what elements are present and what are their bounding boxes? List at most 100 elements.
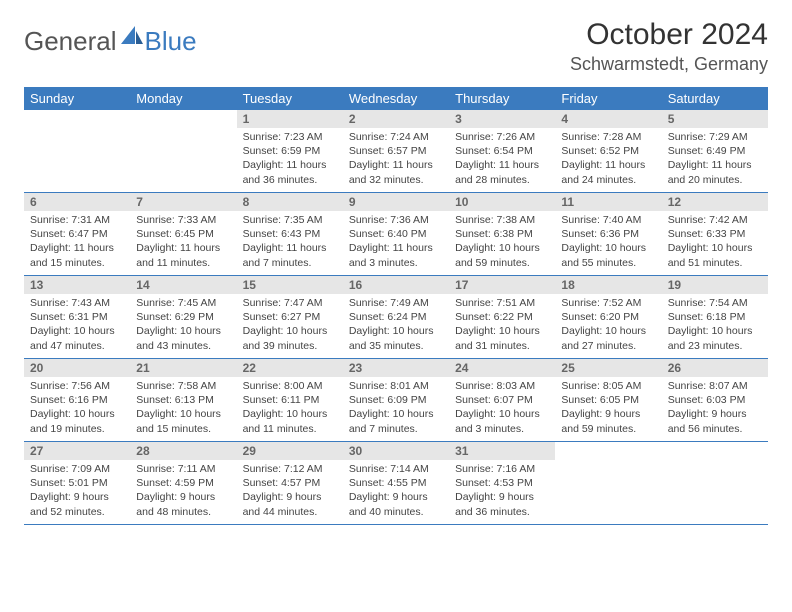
daylight-text: Daylight: 11 hours and 15 minutes. xyxy=(30,241,124,269)
sunrise-text: Sunrise: 7:29 AM xyxy=(668,130,762,144)
day-number: 25 xyxy=(555,359,661,377)
sunset-text: Sunset: 4:53 PM xyxy=(455,476,549,490)
day-number: 31 xyxy=(449,442,555,460)
day-number: 24 xyxy=(449,359,555,377)
day-number: 20 xyxy=(24,359,130,377)
day-cell: 15Sunrise: 7:47 AMSunset: 6:27 PMDayligh… xyxy=(237,276,343,358)
day-cell: 31Sunrise: 7:16 AMSunset: 4:53 PMDayligh… xyxy=(449,442,555,524)
week-row: 13 Sunrise: 7:43 AMSunset: 6:31 PM Dayligh… xyxy=(24,276,768,359)
day-cell: 26Sunrise: 8:07 AMSunset: 6:03 PMDayligh… xyxy=(662,359,768,441)
day-content: Sunrise: 7:36 AMSunset: 6:40 PMDaylight:… xyxy=(343,211,449,274)
sunrise-text: Sunrise: 7:31 AM xyxy=(30,213,124,227)
sunset-text: Sunset: 6:20 PM xyxy=(561,310,655,324)
title-block: October 2024 Schwarmstedt, Germany xyxy=(570,18,768,75)
day-number: 6 xyxy=(24,193,130,211)
dow-thursday: Thursday xyxy=(449,87,555,110)
week-row: 6Sunrise: 7:31 AMSunset: 6:47 PMDaylight… xyxy=(24,193,768,276)
day-cell: 1Sunrise: 7:23 AMSunset: 6:59 PMDaylight… xyxy=(237,110,343,192)
sunrise-text: Sunrise: 7:33 AM xyxy=(136,213,230,227)
sunset-text: Sunset: 6:49 PM xyxy=(668,144,762,158)
calendar: Sunday Monday Tuesday Wednesday Thursday… xyxy=(24,87,768,525)
day-content: Sunrise: 7:31 AMSunset: 6:47 PMDaylight:… xyxy=(24,211,130,274)
sunrise-text: Sunrise: 8:01 AM xyxy=(349,379,443,393)
day-content: Sunrise: 7:26 AMSunset: 6:54 PMDaylight:… xyxy=(449,128,555,191)
day-content: Sunrise: 7:14 AMSunset: 4:55 PMDaylight:… xyxy=(343,460,449,523)
daylight-text: Daylight: 10 hours and 43 minutes. xyxy=(136,324,230,352)
sunset-text: Sunset: 6:03 PM xyxy=(668,393,762,407)
sunrise-text: Sunrise: 7:43 AM xyxy=(30,296,124,310)
day-content: Sunrise: 7:29 AMSunset: 6:49 PMDaylight:… xyxy=(662,128,768,191)
dow-saturday: Saturday xyxy=(662,87,768,110)
daylight-text: Daylight: 11 hours and 32 minutes. xyxy=(349,158,443,186)
day-number: 4 xyxy=(555,110,661,128)
day-cell: 2Sunrise: 7:24 AMSunset: 6:57 PMDaylight… xyxy=(343,110,449,192)
daylight-text: Daylight: 9 hours and 40 minutes. xyxy=(349,490,443,518)
day-number: 13 xyxy=(24,276,130,294)
daylight-text: Daylight: 10 hours and 39 minutes. xyxy=(243,324,337,352)
logo: General Blue xyxy=(24,26,197,57)
sunset-text: Sunset: 6:29 PM xyxy=(136,310,230,324)
sunset-text: Sunset: 6:18 PM xyxy=(668,310,762,324)
day-number: 19 xyxy=(662,276,768,294)
sunset-text: Sunset: 6:11 PM xyxy=(243,393,337,407)
daylight-text: Daylight: 10 hours and 27 minutes. xyxy=(561,324,655,352)
sunrise-text: Sunrise: 7:47 AM xyxy=(243,296,337,310)
day-cell: 13Sunrise: 7:43 AMSunset: 6:31 PMDayligh… xyxy=(24,276,130,358)
day-number: 5 xyxy=(662,110,768,128)
daylight-text: Daylight: 10 hours and 55 minutes. xyxy=(561,241,655,269)
day-number: 9 xyxy=(343,193,449,211)
day-number: 18 xyxy=(555,276,661,294)
sunset-text: Sunset: 4:59 PM xyxy=(136,476,230,490)
sunset-text: Sunset: 6:31 PM xyxy=(30,310,124,324)
day-number: 17 xyxy=(449,276,555,294)
day-content: Sunrise: 7:47 AMSunset: 6:27 PMDaylight:… xyxy=(237,294,343,357)
day-content: Sunrise: 7:33 AMSunset: 6:45 PMDaylight:… xyxy=(130,211,236,274)
day-cell: 28Sunrise: 7:11 AMSunset: 4:59 PMDayligh… xyxy=(130,442,236,524)
day-cell: 3Sunrise: 7:26 AMSunset: 6:54 PMDaylight… xyxy=(449,110,555,192)
sunset-text: Sunset: 4:57 PM xyxy=(243,476,337,490)
day-number: 22 xyxy=(237,359,343,377)
sunrise-text: Sunrise: 7:23 AM xyxy=(243,130,337,144)
sunset-text: Sunset: 6:33 PM xyxy=(668,227,762,241)
sunrise-text: Sunrise: 8:07 AM xyxy=(668,379,762,393)
sunrise-text: Sunrise: 7:54 AM xyxy=(668,296,762,310)
sunset-text: Sunset: 6:24 PM xyxy=(349,310,443,324)
weeks-container: 1Sunrise: 7:23 AMSunset: 6:59 PMDaylight… xyxy=(24,110,768,525)
logo-text-2: Blue xyxy=(145,26,197,57)
dow-monday: Monday xyxy=(130,87,236,110)
sunrise-text: Sunrise: 7:49 AM xyxy=(349,296,443,310)
sunrise-text: Sunrise: 7:24 AM xyxy=(349,130,443,144)
sunset-text: Sunset: 6:16 PM xyxy=(30,393,124,407)
daylight-text: Daylight: 10 hours and 3 minutes. xyxy=(455,407,549,435)
daylight-text: Daylight: 11 hours and 11 minutes. xyxy=(136,241,230,269)
daylight-text: Daylight: 10 hours and 11 minutes. xyxy=(243,407,337,435)
daylight-text: Daylight: 10 hours and 19 minutes. xyxy=(30,407,124,435)
location-label: Schwarmstedt, Germany xyxy=(570,54,768,75)
day-number: 28 xyxy=(130,442,236,460)
day-content: Sunrise: 7:24 AMSunset: 6:57 PMDaylight:… xyxy=(343,128,449,191)
day-number: 12 xyxy=(662,193,768,211)
sunrise-text: Sunrise: 7:11 AM xyxy=(136,462,230,476)
sunrise-text: Sunrise: 8:05 AM xyxy=(561,379,655,393)
day-content: Sunrise: 7:16 AMSunset: 4:53 PMDaylight:… xyxy=(449,460,555,523)
sunrise-text: Sunrise: 7:36 AM xyxy=(349,213,443,227)
daylight-text: Daylight: 10 hours and 23 minutes. xyxy=(668,324,762,352)
day-content: Sunrise: 7:28 AMSunset: 6:52 PMDaylight:… xyxy=(555,128,661,191)
sunrise-text: Sunrise: 7:51 AM xyxy=(455,296,549,310)
day-content: Sunrise: 8:07 AMSunset: 6:03 PMDaylight:… xyxy=(662,377,768,440)
day-number: 15 xyxy=(237,276,343,294)
day-number: 26 xyxy=(662,359,768,377)
daylight-text: Daylight: 10 hours and 7 minutes. xyxy=(349,407,443,435)
day-content: Sunrise: 7:09 AMSunset: 5:01 PMDaylight:… xyxy=(24,460,130,523)
day-number: 30 xyxy=(343,442,449,460)
day-content: Sunrise: 7:49 AMSunset: 6:24 PMDaylight:… xyxy=(343,294,449,357)
daylight-text: Daylight: 11 hours and 28 minutes. xyxy=(455,158,549,186)
dow-wednesday: Wednesday xyxy=(343,87,449,110)
day-cell: 19 Sunrise: 7:54 AMSunset: 6:18 PMDayligh… xyxy=(662,276,768,358)
sunset-text: Sunset: 6:47 PM xyxy=(30,227,124,241)
day-number: 1 xyxy=(237,110,343,128)
day-content: Sunrise: 7:23 AMSunset: 6:59 PMDaylight:… xyxy=(237,128,343,191)
month-title: October 2024 xyxy=(570,18,768,52)
day-number: 14 xyxy=(130,276,236,294)
day-of-week-header: Sunday Monday Tuesday Wednesday Thursday… xyxy=(24,87,768,110)
